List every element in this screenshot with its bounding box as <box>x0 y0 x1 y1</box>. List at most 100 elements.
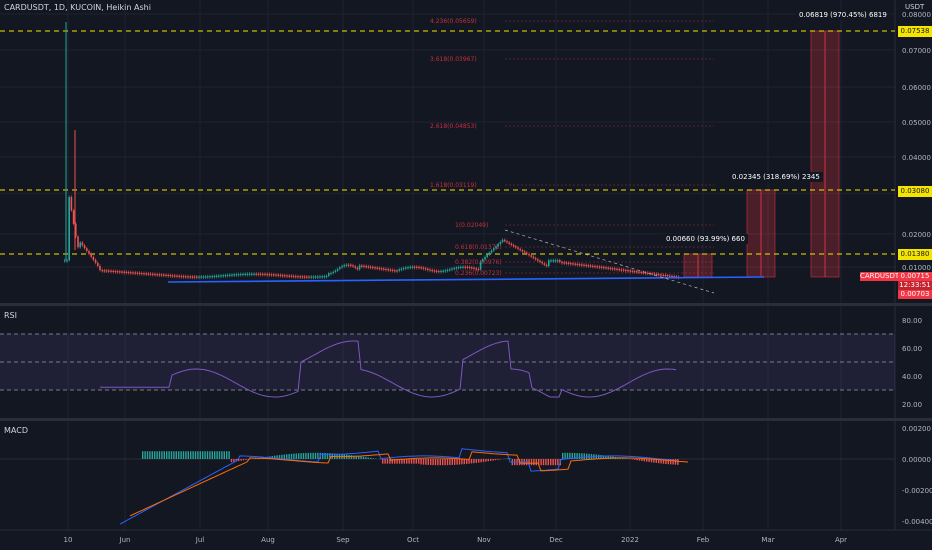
macd-hist-bar <box>245 459 247 460</box>
candle <box>246 273 249 275</box>
time-tick-6: Nov <box>477 536 491 544</box>
macd-hist-bar <box>314 452 317 459</box>
candle <box>270 274 273 276</box>
macd-hist-bar <box>170 451 173 459</box>
candle <box>97 262 99 266</box>
symbol-title[interactable]: CARDUSDT, 1D, KUCOIN, Heikin Ashi <box>4 3 151 12</box>
candle <box>662 274 664 276</box>
time-tick-4: Sep <box>336 536 350 544</box>
macd-hist-bar <box>478 459 480 463</box>
macd-hist-bar <box>254 458 257 459</box>
time-tick-7: Dec <box>549 536 563 544</box>
candle <box>636 271 638 273</box>
macd-hist-bar <box>490 459 492 461</box>
candle <box>622 269 625 271</box>
rsi-path <box>100 340 677 398</box>
macd-hist-bar <box>492 459 494 461</box>
candle <box>669 275 671 277</box>
candle <box>171 275 174 277</box>
rsi-tick-3: 20.00 <box>902 401 922 409</box>
fib-label-6: 0.382(0.00976) <box>455 259 502 266</box>
candle <box>653 273 656 275</box>
candle <box>523 251 526 253</box>
macd-hist-bar <box>218 451 221 459</box>
candle <box>328 273 330 276</box>
macd-hist-bar <box>667 459 669 465</box>
candle <box>416 266 418 268</box>
candle <box>108 270 110 272</box>
macd-hist-bar <box>562 452 564 459</box>
macd-hist-bar <box>677 459 679 465</box>
macd-hist-bar <box>278 455 281 459</box>
macd-hist-bar <box>634 459 636 460</box>
rsi-pane-label[interactable]: RSI <box>4 311 17 320</box>
candle <box>673 276 675 278</box>
price-tick-6: 0.07000 <box>902 47 931 55</box>
macd-hist-bar <box>394 459 396 464</box>
macd-hist-bar <box>197 451 199 459</box>
macd-hist-bar <box>322 452 324 459</box>
macd-hist-bar <box>223 451 225 459</box>
candle <box>64 260 66 262</box>
macd-hist-bar <box>528 459 530 466</box>
candle <box>220 275 222 277</box>
macd-hist-bar <box>240 459 242 461</box>
macd-hist-bar <box>233 459 235 462</box>
macd-pane-label[interactable]: MACD <box>4 426 28 435</box>
measure-label-3: 0.00660 (93.99%) 660 <box>663 234 748 244</box>
candle <box>442 270 444 272</box>
macd-hist-bar <box>403 459 405 464</box>
candle <box>295 275 297 278</box>
candle <box>512 244 515 247</box>
macd-tick-1: 0.00000 <box>902 456 931 464</box>
macd-hist-bar <box>425 459 427 465</box>
candle <box>141 272 143 275</box>
candle <box>554 260 557 262</box>
candle <box>116 271 119 273</box>
candle <box>660 274 662 276</box>
candle <box>446 269 449 271</box>
candle <box>266 273 268 276</box>
candle <box>583 264 585 266</box>
macd-hist-bar <box>444 459 446 466</box>
price-axis[interactable]: 0.010000.020000.030000.040000.050000.060… <box>902 11 932 526</box>
candle <box>231 274 233 276</box>
candle <box>486 254 488 258</box>
candle <box>633 270 636 273</box>
candle <box>110 270 112 272</box>
candle <box>495 246 497 249</box>
macd-hist-bar <box>206 451 209 459</box>
macd-hist-bar <box>173 451 175 459</box>
projection-boxes <box>683 30 840 278</box>
candle <box>88 251 90 254</box>
macd-hist-bar <box>631 459 633 460</box>
candle <box>466 266 469 268</box>
candle <box>539 260 541 263</box>
candle <box>259 273 262 275</box>
candle <box>380 268 383 270</box>
price-tick-3: 0.04000 <box>902 154 931 162</box>
candle <box>319 276 321 278</box>
macd-hist-bar <box>422 459 425 465</box>
candle <box>559 260 561 263</box>
candle <box>66 260 68 262</box>
candle <box>596 266 598 268</box>
macd-hist-bar <box>247 459 249 460</box>
macd-hist-bar <box>540 459 542 466</box>
macd-hist-bar <box>506 458 509 459</box>
time-axis[interactable]: 10 Jun Jul Aug Sep Oct Nov Dec 2022 Feb Mar Apr <box>64 536 848 544</box>
candle <box>479 261 482 270</box>
price-candles <box>64 22 680 280</box>
candle <box>666 275 669 277</box>
candle <box>444 270 447 272</box>
candle <box>545 264 548 267</box>
macd-hist-bar <box>298 453 300 459</box>
candle <box>570 263 572 265</box>
macd-hist-bar <box>509 457 511 459</box>
candle <box>647 272 649 274</box>
macd-hist-bar <box>533 459 535 466</box>
macd-hist-bar <box>202 451 204 459</box>
candle <box>664 274 667 277</box>
macd-hist-bar <box>163 451 165 459</box>
